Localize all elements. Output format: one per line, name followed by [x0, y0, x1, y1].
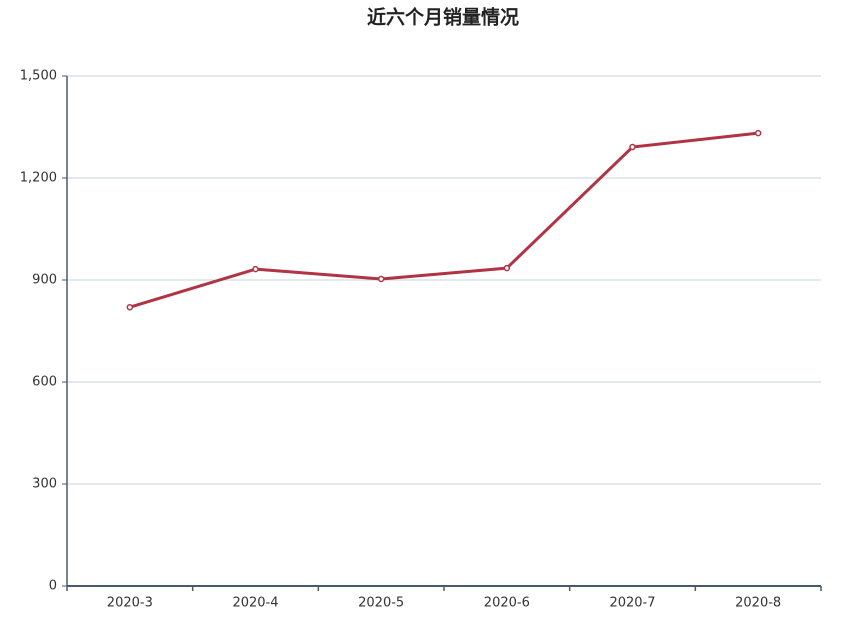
y-tick-label: 300 [32, 477, 57, 492]
y-tick-label: 0 [49, 579, 57, 594]
y-tick-label: 1,200 [20, 171, 57, 186]
x-tick-label: 2020-4 [232, 596, 278, 611]
point [377, 275, 385, 283]
y-tick-label: 600 [32, 375, 57, 390]
line [129, 131, 759, 309]
x-tick-label: 2020-3 [107, 596, 153, 611]
point [126, 303, 134, 311]
point [629, 143, 636, 151]
point [252, 265, 259, 273]
y-tick-label: 1,500 [20, 69, 57, 84]
y-tick-label: 900 [32, 273, 57, 288]
x-tick-label: 2020-8 [735, 596, 781, 611]
x-tick-label: 2020-5 [358, 596, 404, 611]
chart-title: 近六个月销量情况 [367, 6, 519, 29]
x-tick-label: 2020-7 [609, 596, 655, 611]
point [754, 129, 762, 137]
x-tick-label: 2020-6 [484, 596, 530, 611]
point [503, 264, 511, 272]
